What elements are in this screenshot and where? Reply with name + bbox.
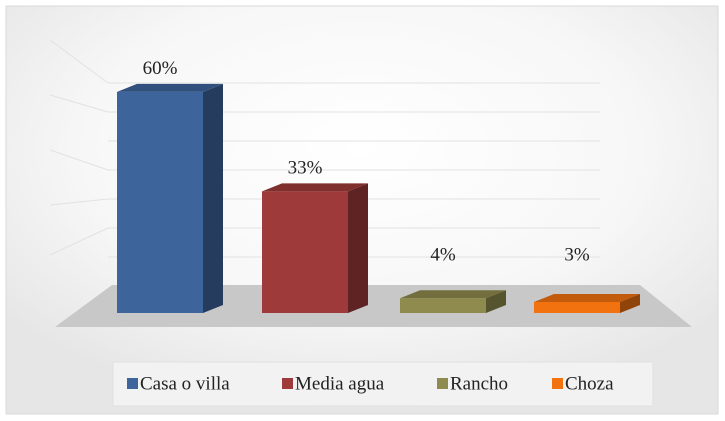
legend-label: Choza (565, 373, 614, 394)
bar-side (486, 290, 506, 313)
bar-top (117, 83, 223, 92)
bar-top (262, 183, 368, 192)
bar (117, 91, 203, 313)
bar (262, 191, 348, 313)
data-label: 33% (288, 158, 323, 179)
legend-label: Casa o villa (140, 373, 230, 394)
data-label: 3% (564, 244, 590, 265)
legend-label: Rancho (450, 373, 508, 394)
legend-swatch (437, 378, 448, 389)
legend-swatch (552, 378, 563, 389)
bar (400, 298, 486, 313)
legend-swatch (282, 378, 293, 389)
bar-side (348, 183, 368, 313)
bar-top (400, 290, 506, 299)
legend-swatch (127, 378, 138, 389)
bar (534, 301, 620, 313)
bar-side (620, 293, 640, 313)
data-label: 4% (430, 244, 456, 265)
legend-label: Media agua (295, 373, 385, 394)
data-label: 60% (143, 58, 178, 79)
bar-side (203, 83, 223, 313)
bar-top (534, 293, 640, 302)
